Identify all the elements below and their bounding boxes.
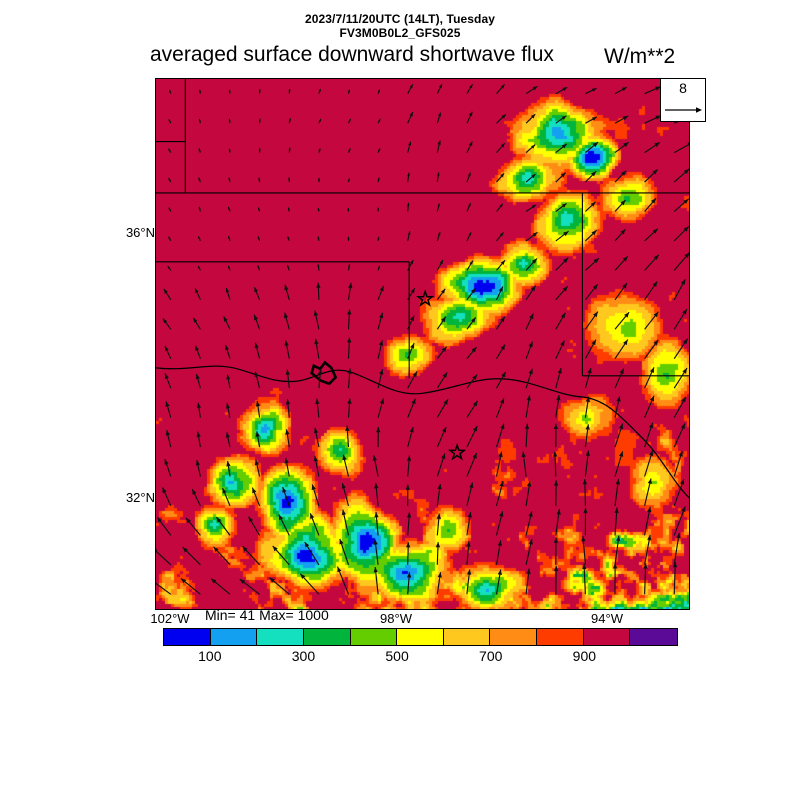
wind-vector-legend: 8 (660, 78, 706, 122)
colorbar-segment (583, 629, 631, 645)
lat-tick-36n: 36°N (125, 225, 155, 240)
lat-tick-32n: 32°N (125, 490, 155, 505)
colorbar-segment (210, 629, 258, 645)
colorbar-segment (397, 629, 444, 645)
colorbar-tick-label: 300 (291, 648, 316, 664)
shortwave-flux-field (156, 79, 689, 609)
colorbar-segment (257, 629, 304, 645)
field-stats-label: Min= 41 Max= 1000 (205, 607, 329, 623)
colorbar-segment (490, 629, 537, 645)
timestamp-title: 2023/7/11/20UTC (14LT), Tuesday (304, 12, 496, 26)
wind-vector-field (156, 83, 689, 595)
map-boundaries-and-wind-vectors (156, 79, 689, 595)
colorbar-segment (303, 629, 351, 645)
map-boundary (156, 365, 689, 499)
lon-tick-102w: 102°W (150, 611, 190, 626)
colorbar-segment (164, 629, 211, 645)
colorbar-segment (630, 629, 677, 645)
colorbar-segment (443, 629, 491, 645)
colorbar-tick-label: 700 (479, 648, 503, 664)
city-star-oklahoma-city (415, 289, 435, 307)
map-plot-area[interactable] (155, 78, 690, 610)
wind-vector-magnitude: 8 (679, 80, 687, 96)
colorbar[interactable] (163, 628, 678, 646)
page-title: averaged surface downward shortwave flux (150, 43, 554, 66)
colorbar-tick-label: 100 (198, 648, 222, 664)
city-star-dallas (447, 443, 467, 461)
colorbar-segment (350, 629, 398, 645)
units-label: W/m**2 (604, 45, 676, 68)
colorbar-tick-label: 900 (572, 648, 597, 664)
lon-tick-98w: 98°W (380, 611, 412, 626)
colorbar-tick-label: 500 (385, 648, 409, 664)
arrow-right-icon (665, 107, 702, 113)
model-name-title: FV3M0B0L2_GFS025 (339, 26, 461, 40)
lon-tick-94w: 94°W (591, 611, 623, 626)
colorbar-segment (537, 629, 584, 645)
map-boundary (310, 360, 338, 386)
